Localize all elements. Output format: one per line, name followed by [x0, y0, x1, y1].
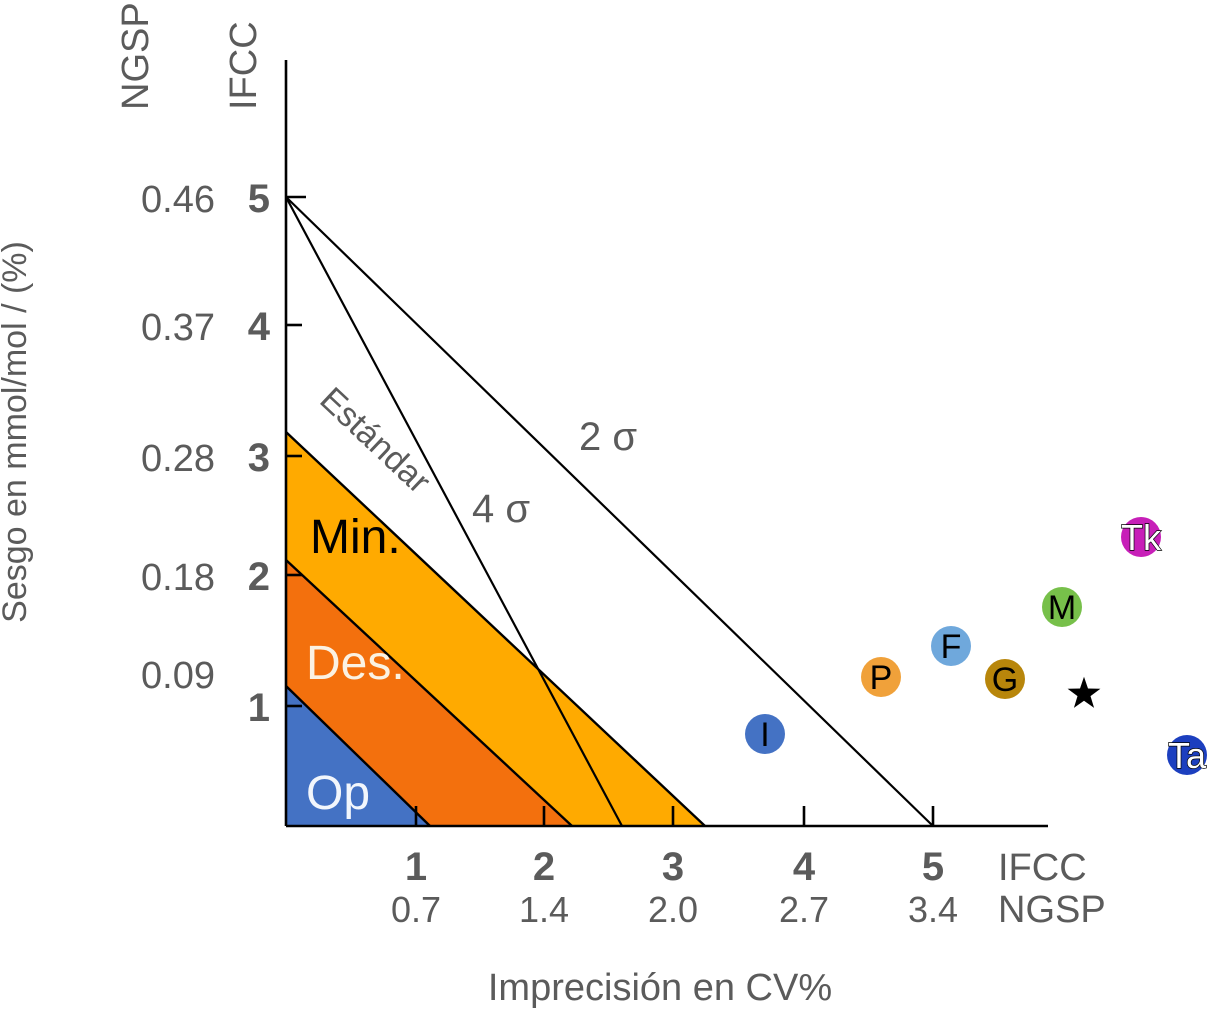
svg-text:Op: Op: [306, 767, 370, 820]
svg-text:5: 5: [922, 845, 944, 889]
svg-text:1.4: 1.4: [519, 889, 569, 930]
svg-text:IFCC: IFCC: [223, 21, 265, 110]
svg-text:3: 3: [248, 436, 270, 480]
svg-text:3.4: 3.4: [908, 889, 958, 930]
svg-text:1: 1: [405, 845, 427, 889]
svg-text:G: G: [992, 661, 1018, 699]
svg-text:I: I: [760, 716, 769, 754]
svg-text:0.09: 0.09: [141, 655, 215, 697]
svg-text:P: P: [870, 659, 893, 697]
svg-text:4: 4: [793, 845, 816, 889]
svg-text:2: 2: [248, 555, 270, 599]
svg-text:0.18: 0.18: [141, 557, 215, 599]
svg-text:Des.: Des.: [306, 637, 405, 690]
svg-text:Sesgo en mmol/mol / (%): Sesgo en mmol/mol / (%): [0, 241, 34, 623]
svg-text:4: 4: [248, 305, 271, 349]
svg-text:2.7: 2.7: [779, 889, 829, 930]
svg-text:0.37: 0.37: [141, 307, 215, 349]
svg-text:M: M: [1048, 589, 1076, 627]
svg-text:F: F: [941, 628, 962, 666]
svg-text:IFCC: IFCC: [998, 847, 1087, 889]
svg-text:Ta: Ta: [1168, 735, 1207, 776]
svg-text:2 σ: 2 σ: [579, 415, 637, 459]
svg-text:0.7: 0.7: [391, 889, 441, 930]
svg-text:Min.: Min.: [310, 511, 401, 564]
svg-text:NGSP: NGSP: [998, 889, 1106, 931]
svg-text:2.0: 2.0: [648, 889, 698, 930]
svg-text:4 σ: 4 σ: [472, 487, 530, 531]
svg-text:1: 1: [248, 686, 270, 730]
svg-text:2: 2: [533, 845, 555, 889]
svg-text:Imprecisión en CV%: Imprecisión en CV%: [488, 967, 832, 1009]
svg-text:3: 3: [662, 845, 684, 889]
svg-text:5: 5: [248, 177, 270, 221]
svg-text:0.28: 0.28: [141, 438, 215, 480]
svg-text:0.46: 0.46: [141, 179, 215, 221]
svg-text:NGSP: NGSP: [115, 2, 157, 110]
svg-text:Tk: Tk: [1121, 517, 1162, 558]
